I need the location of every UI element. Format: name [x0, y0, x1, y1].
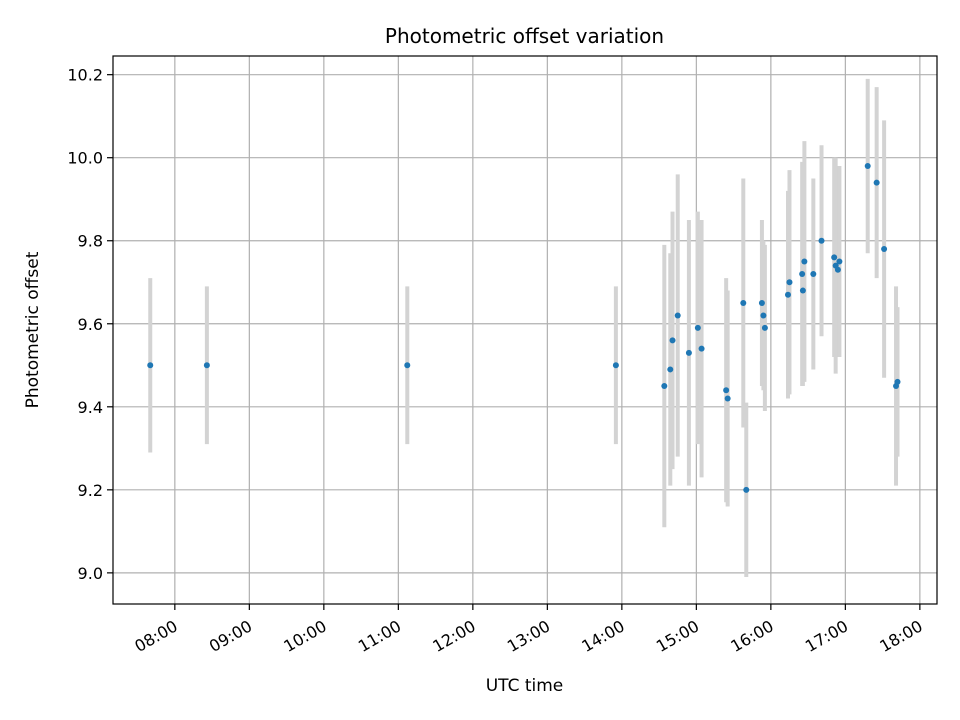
data-point [873, 179, 880, 186]
data-point [612, 362, 619, 369]
data-point [799, 270, 806, 277]
data-point [203, 362, 210, 369]
y-tick-label: 9.0 [78, 564, 103, 583]
y-tick-label: 10.2 [67, 66, 103, 85]
x-tick-label: 13:00 [504, 616, 553, 656]
data-point [864, 163, 871, 170]
y-axis-ticks: 9.0 9.2 9.4 9.6 9.8 10.0 10.2 [67, 66, 113, 583]
data-point [834, 266, 841, 273]
data-point [758, 300, 765, 307]
x-tick-label: 18:00 [876, 616, 925, 656]
x-tick-label: 08:00 [131, 616, 180, 656]
data-point [740, 300, 747, 307]
x-tick-label: 15:00 [653, 616, 702, 656]
y-tick-label: 10.0 [67, 149, 103, 168]
x-tick-label: 17:00 [802, 616, 851, 656]
y-axis-title: Photometric offset [23, 251, 43, 408]
data-point [894, 378, 901, 385]
grid-lines [113, 56, 937, 604]
data-point [743, 486, 750, 493]
x-tick-label: 09:00 [206, 616, 255, 656]
x-axis-ticks: 08:00 09:00 10:00 11:00 12:00 13:00 14:00 15:00… [131, 604, 926, 656]
data-point [674, 312, 681, 319]
data-point [685, 349, 692, 356]
data-point [784, 291, 791, 298]
data-point [669, 337, 676, 344]
data-point [147, 362, 154, 369]
data-point [724, 395, 731, 402]
data-point [761, 324, 768, 331]
data-point [760, 312, 767, 319]
y-tick-label: 9.4 [78, 398, 103, 417]
chart-title: Photometric offset variation [385, 24, 664, 48]
data-point [723, 387, 730, 394]
x-tick-label: 14:00 [578, 616, 627, 656]
error-bars [148, 78, 900, 578]
data-point [831, 254, 838, 261]
plot-frame [112, 55, 938, 605]
x-tick-label: 12:00 [429, 616, 478, 656]
data-point [404, 362, 411, 369]
y-tick-label: 9.8 [78, 232, 103, 251]
data-point [786, 279, 793, 286]
data-point [836, 258, 843, 265]
data-point [801, 258, 808, 265]
x-tick-label: 10:00 [280, 616, 329, 656]
data-point [698, 345, 705, 352]
data-points [147, 163, 901, 493]
data-point [694, 324, 701, 331]
x-tick-label: 11:00 [355, 616, 404, 656]
data-point [667, 366, 674, 373]
y-tick-label: 9.2 [78, 481, 103, 500]
data-point [881, 246, 888, 253]
data-point [661, 383, 668, 390]
x-axis-title: UTC time [486, 676, 564, 696]
data-point [818, 237, 825, 244]
x-tick-label: 16:00 [727, 616, 776, 656]
y-tick-label: 9.6 [78, 315, 103, 334]
data-point [799, 287, 806, 294]
data-point [810, 270, 817, 277]
